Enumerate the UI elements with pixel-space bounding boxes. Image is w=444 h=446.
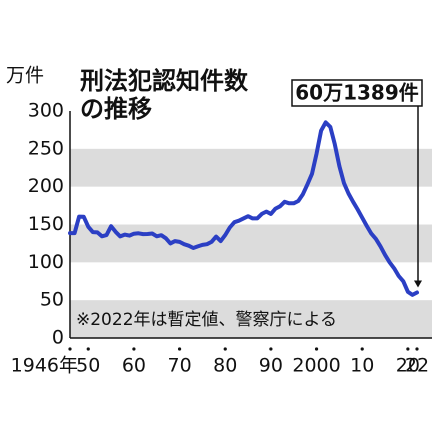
x-tick-dot — [415, 347, 419, 351]
line-series — [68, 120, 419, 297]
x-tick-dot — [406, 347, 410, 351]
y-tick-label: 300 — [28, 100, 64, 122]
y-tick-label: 0 — [52, 327, 64, 349]
annotation-box — [291, 79, 423, 107]
y-tick-label: 50 — [40, 289, 64, 311]
x-tick-dot — [68, 347, 72, 351]
y-tick-label: 200 — [28, 175, 64, 197]
annotation: 60万1389件 — [295, 81, 419, 105]
x-tick-dot — [269, 347, 273, 351]
x-tick-label: 80 — [213, 355, 237, 377]
x-tick-dot — [86, 347, 90, 351]
x-tick-label: 90 — [259, 355, 283, 377]
chart-title: 刑法犯認知件数 — [80, 67, 249, 95]
x-tick-label: 70 — [167, 355, 191, 377]
x-tick-label: 10 — [350, 355, 374, 377]
grid-band — [70, 300, 432, 338]
x-tick-dot — [132, 347, 136, 351]
y-unit: 万件 — [6, 65, 44, 87]
x-tick-label: 50 — [76, 355, 100, 377]
note: ※2022年は暫定値、警察庁による — [76, 310, 337, 330]
x-tick-dot — [314, 347, 319, 351]
grid-band — [70, 148, 432, 187]
x-tick-label: 22 — [405, 355, 429, 377]
y-tick-label: 150 — [28, 213, 64, 235]
chart-title: の推移 — [80, 95, 152, 123]
annotation-arrowhead — [414, 280, 422, 288]
x-tick-label: 2000 — [292, 355, 340, 377]
x-tick-dot — [177, 347, 182, 351]
x-tick-label: 20 — [396, 355, 420, 377]
x-tick-label: 1946年 — [11, 355, 78, 377]
y-tick-label: 100 — [28, 251, 64, 273]
y-tick-label: 250 — [28, 137, 64, 159]
x-tick-label: 60 — [122, 355, 146, 377]
x-tick-dot — [360, 347, 364, 351]
x-tick-dot — [223, 347, 227, 351]
